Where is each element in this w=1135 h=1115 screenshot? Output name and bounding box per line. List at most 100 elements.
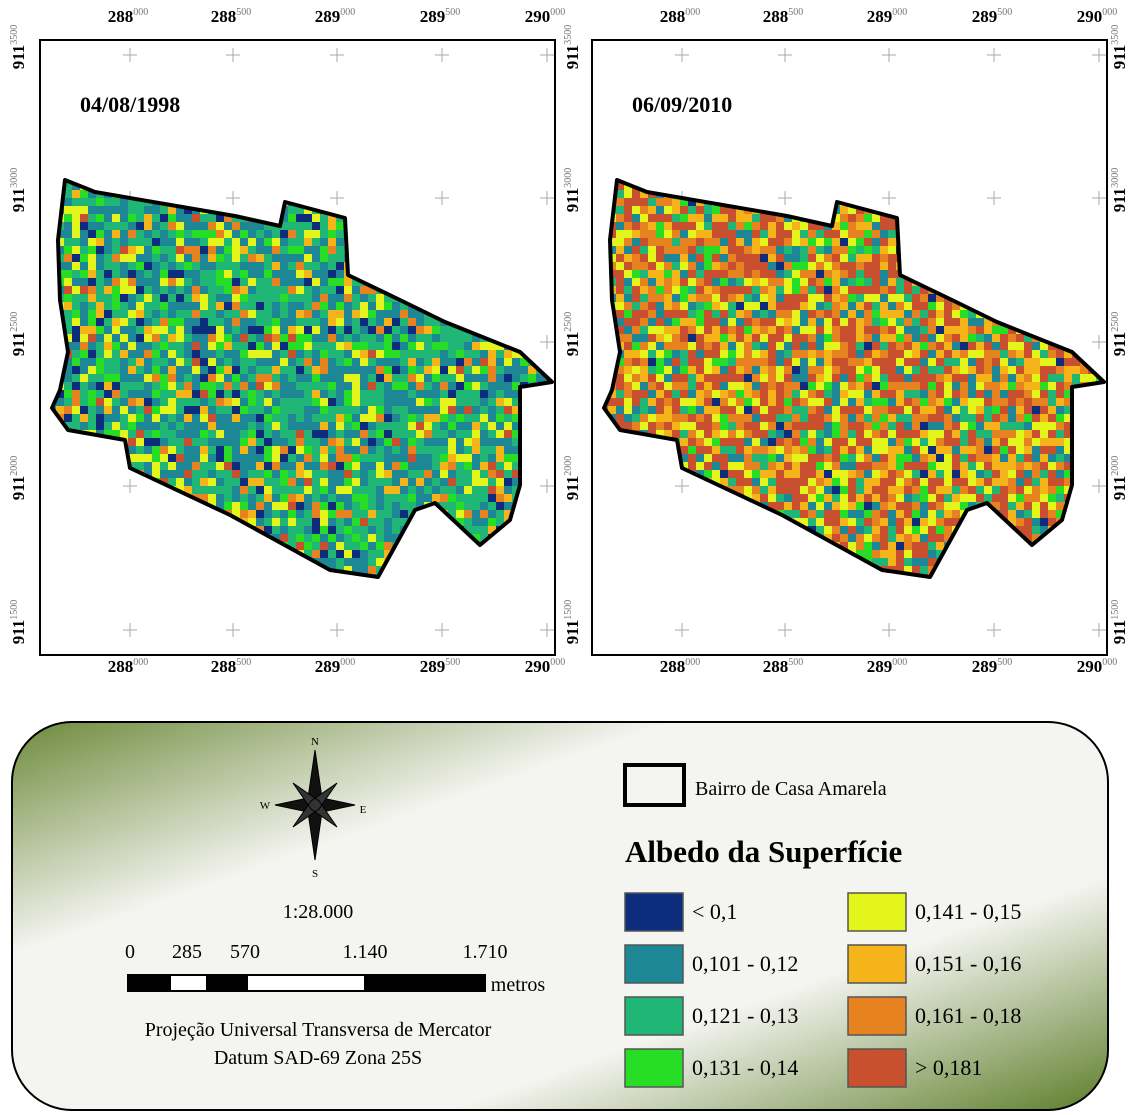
raster-cell xyxy=(344,278,353,287)
raster-cell xyxy=(728,310,737,319)
raster-cell xyxy=(912,342,921,351)
raster-cell xyxy=(760,286,769,295)
raster-cell xyxy=(328,486,337,495)
raster-cell xyxy=(304,286,313,295)
raster-cell xyxy=(744,366,753,375)
raster-cell xyxy=(152,310,161,319)
raster-cell xyxy=(432,454,441,463)
raster-cell xyxy=(320,518,329,527)
raster-cell xyxy=(856,366,865,375)
raster-cell xyxy=(768,254,777,263)
raster-cell xyxy=(704,318,713,327)
raster-cell xyxy=(112,398,121,407)
raster-cell xyxy=(240,494,249,503)
raster-cell xyxy=(216,270,225,279)
raster-cell xyxy=(640,238,649,247)
raster-cell xyxy=(384,302,393,311)
raster-cell xyxy=(344,390,353,399)
raster-cell xyxy=(120,238,129,247)
coord-sup: 000 xyxy=(1102,657,1117,668)
raster-cell xyxy=(680,302,689,311)
raster-cell xyxy=(272,294,281,303)
raster-cell xyxy=(400,502,409,511)
raster-cell xyxy=(760,318,769,327)
raster-cell xyxy=(472,390,481,399)
raster-cell xyxy=(80,414,89,423)
raster-cell xyxy=(320,302,329,311)
raster-cell xyxy=(72,406,81,415)
raster-cell xyxy=(680,294,689,303)
raster-cell xyxy=(752,270,761,279)
raster-cell xyxy=(240,318,249,327)
raster-cell xyxy=(808,238,817,247)
raster-cell xyxy=(808,342,817,351)
raster-cell xyxy=(776,342,785,351)
raster-cell xyxy=(392,510,401,519)
raster-cell xyxy=(144,406,153,415)
raster-cell xyxy=(88,198,97,207)
raster-cell xyxy=(344,406,353,415)
raster-cell xyxy=(152,278,161,287)
raster-cell xyxy=(136,262,145,271)
raster-cell xyxy=(272,278,281,287)
raster-cell xyxy=(776,222,785,231)
coord-main: 911 xyxy=(563,188,582,213)
raster-cell xyxy=(856,286,865,295)
raster-cell xyxy=(640,254,649,263)
raster-cell xyxy=(288,310,297,319)
raster-cell xyxy=(680,230,689,239)
raster-cell xyxy=(328,550,337,559)
raster-cell xyxy=(192,398,201,407)
raster-cell xyxy=(904,342,913,351)
raster-cell xyxy=(408,318,417,327)
raster-cell xyxy=(296,526,305,535)
raster-cell xyxy=(624,270,633,279)
raster-cell xyxy=(80,350,89,359)
raster-cell xyxy=(808,318,817,327)
raster-cell xyxy=(104,302,113,311)
raster-cell xyxy=(456,430,465,439)
raster-cell xyxy=(488,358,497,367)
coord-sup: 000 xyxy=(550,7,565,18)
raster-cell xyxy=(72,262,81,271)
raster-cell xyxy=(184,470,193,479)
raster-cell xyxy=(680,254,689,263)
raster-cell xyxy=(344,358,353,367)
raster-cell xyxy=(616,262,625,271)
raster-cell xyxy=(800,366,809,375)
raster-cell xyxy=(72,342,81,351)
raster-cell xyxy=(720,286,729,295)
raster-cell xyxy=(248,454,257,463)
raster-cell xyxy=(712,246,721,255)
raster-cell xyxy=(824,358,833,367)
raster-cell xyxy=(184,414,193,423)
raster-cell xyxy=(256,366,265,375)
raster-cell xyxy=(128,222,137,231)
raster-cell xyxy=(768,310,777,319)
raster-cell xyxy=(296,294,305,303)
raster-cell xyxy=(792,286,801,295)
raster-cell xyxy=(288,254,297,263)
raster-cell xyxy=(640,206,649,215)
raster-cell xyxy=(104,398,113,407)
raster-cell xyxy=(920,318,929,327)
raster-cell xyxy=(696,222,705,231)
raster-cell xyxy=(224,462,233,471)
raster-cell xyxy=(176,446,185,455)
raster-cell xyxy=(888,230,897,239)
raster-cell xyxy=(192,350,201,359)
raster-cell xyxy=(856,270,865,279)
raster-cell xyxy=(216,222,225,231)
raster-cell xyxy=(960,326,969,335)
raster-cell xyxy=(960,334,969,343)
raster-cell xyxy=(272,382,281,391)
raster-cell xyxy=(768,334,777,343)
raster-cell xyxy=(352,390,361,399)
raster-cell xyxy=(872,222,881,231)
raster-cell xyxy=(120,326,129,335)
coord-sup: 000 xyxy=(892,657,907,668)
raster-cell xyxy=(328,454,337,463)
raster-cell xyxy=(424,382,433,391)
raster-cell xyxy=(304,486,313,495)
raster-cell xyxy=(336,534,345,543)
